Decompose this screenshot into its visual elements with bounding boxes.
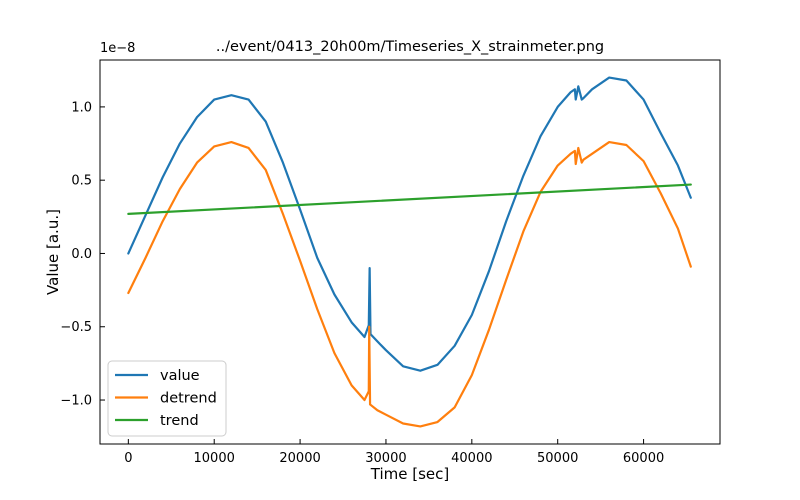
legend-label-value: value xyxy=(160,368,200,384)
x-tick-label: 10000 xyxy=(194,451,235,466)
legend-label-detrend: detrend xyxy=(160,391,217,407)
y-tick-label: 0.0 xyxy=(71,247,92,262)
chart-title: ../event/0413_20h00m/Timeseries_X_strain… xyxy=(216,39,604,55)
series-line-detrend xyxy=(127,140,692,428)
x-tick-label: 20000 xyxy=(279,451,320,466)
x-tick-label: 40000 xyxy=(451,451,492,466)
y-tick-label: −1.0 xyxy=(60,394,92,409)
y-tick-label: 0.5 xyxy=(71,174,92,189)
y-axis-ticks: −1.0 −0.5 0.0 0.5 1.0 xyxy=(60,100,105,409)
legend-label-trend: trend xyxy=(160,413,199,429)
x-tick-label: 50000 xyxy=(537,451,578,466)
y-axis-label: Value [a.u.] xyxy=(44,209,62,295)
y-tick-label: −0.5 xyxy=(60,320,92,335)
x-axis-label: Time [sec] xyxy=(370,465,449,483)
series-line-trend xyxy=(127,183,692,215)
legend: value detrend trend xyxy=(107,360,227,437)
x-tick-label: 0 xyxy=(124,451,132,466)
plot-area xyxy=(127,76,692,428)
x-axis-ticks: 0 10000 20000 30000 40000 50000 60000 xyxy=(124,439,664,466)
y-axis-offset-text: 1e−8 xyxy=(100,41,135,56)
x-tick-label: 60000 xyxy=(623,451,664,466)
legend-box xyxy=(107,360,227,437)
series-line-value xyxy=(127,76,692,372)
x-tick-label: 30000 xyxy=(365,451,406,466)
plot-frame xyxy=(99,59,721,445)
y-tick-label: 1.0 xyxy=(71,100,92,115)
